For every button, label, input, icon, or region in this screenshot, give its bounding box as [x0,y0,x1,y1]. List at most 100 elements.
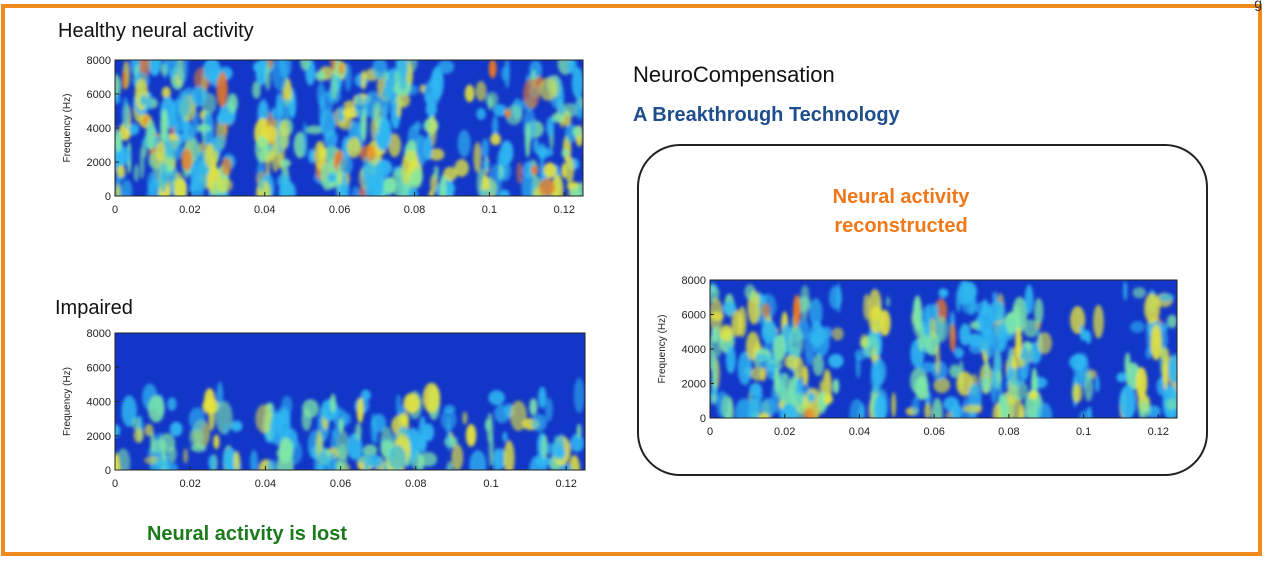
spectrogram-blob [280,159,290,167]
spectrogram-blob [979,306,994,337]
x-tick-label: 0.08 [405,478,426,490]
spectrogram-blob [168,445,176,462]
spectrogram-blob [317,82,325,106]
spectrogram-blob [458,130,471,157]
spectrogram-blob [357,397,364,423]
spectrogram-blob [807,392,815,402]
spectrogram-blob [738,306,747,337]
spectrogram-blob [338,63,343,75]
spectrogram-blob [1123,281,1127,300]
x-tick-label: 0.1 [1076,426,1091,438]
y-tick-label: 8000 [682,275,706,287]
spectrogram-blob [423,383,441,413]
spectrogram-blob [315,71,325,82]
spectrogram-blob [308,149,314,164]
spectrogram-blob [372,58,388,80]
y-axis-label: Frequency (Hz) [657,315,668,384]
spectrogram-blob [1007,346,1012,366]
spectrogram-blob [203,58,220,82]
spectrogram-blob [856,355,861,378]
spectrogram-blob [523,78,540,108]
spectrogram-blob [546,443,563,456]
spectrogram-blob [489,164,502,197]
spectrogram-blob [355,423,361,440]
spectrogram-blob [933,377,950,393]
spectrogram-blob [819,400,826,414]
spectrogram-blob [302,122,307,158]
spectrogram-blob [160,163,168,194]
spectrogram-blob [189,407,205,431]
x-tick-label: 0.1 [483,478,498,490]
spectrogram-blob [347,137,361,158]
x-tick-label: 0.02 [774,426,795,438]
spectrogram-blob [1087,407,1092,418]
spectrogram-blob [501,66,509,81]
spectrogram-blob [276,92,283,124]
spectrogram-blob [773,334,786,361]
spectrogram-blob [396,394,401,415]
spectrogram-blob [712,387,718,396]
spectrogram-blob [340,156,353,174]
spectrogram-blob [754,353,769,368]
spectrogram-blob [115,184,121,206]
spectrogram-blob [148,395,165,422]
spectrogram-blob [150,432,155,454]
spectrogram-blob [1130,321,1145,333]
spectrogram-blob [330,76,337,100]
spectrogram-blob [279,181,296,203]
spectrogram-blob [572,126,581,138]
x-tick-label: 0.06 [923,426,944,438]
spectrogram-blob [968,292,976,315]
x-tick-label: 0.04 [255,478,276,490]
y-axis-label: Frequency (Hz) [62,94,73,163]
spectrogram-blob [341,173,346,203]
spectrogram-blob [969,342,984,353]
spectrogram-blob [570,434,584,452]
y-tick-label: 6000 [87,362,111,374]
spectrogram-blob [703,285,719,301]
spectrogram-blob [1025,285,1034,314]
spectrogram-blob [1072,383,1082,402]
spectrogram-blob [1037,332,1052,354]
spectrogram-blob [726,346,736,374]
spectrogram-blob [320,110,336,138]
spectrogram-blob [339,418,344,433]
spectrogram-blob [482,174,489,201]
spectrogram-blob [891,392,896,417]
spectrogram-blob [1136,367,1147,398]
spectrogram-blob [476,81,487,101]
spectrogram-blob [1084,373,1093,401]
spectrogram-blob [539,178,555,196]
spectrogram-blob [344,413,351,425]
spectrogram-blob [469,450,486,480]
spectrogram-blob [361,390,371,401]
spectrogram-blob [440,175,447,206]
x-tick-label: 0.1 [482,204,497,216]
spectrogram-blob [720,325,733,342]
spectrogram-blob [1034,298,1043,325]
spectrogram-blob [868,306,884,333]
spectrogram-blob [546,117,554,137]
x-tick-label: 0.12 [554,204,575,216]
spectrogram-blob [1095,376,1099,392]
slide: g Healthy neural activity Impaired Neura… [0,0,1266,558]
spectrogram-blob [154,54,158,76]
spectrogram-blob [532,414,547,432]
spectrogram-blob [995,350,1000,373]
y-tick-label: 0 [700,413,706,425]
y-tick-label: 2000 [682,379,706,391]
spectrogram-blob [784,355,797,368]
spectrogram-blob [886,297,891,307]
spectrogram-blob [208,455,215,470]
spectrogram-blob [330,50,336,72]
spectrogram-blob [330,394,336,413]
x-tick-label: 0 [112,478,118,490]
spectrogram-blob [525,122,531,158]
spectrogram-blob [217,112,232,124]
spectrogram-blob [227,93,238,113]
x-tick-label: 0.04 [254,204,275,216]
spectrogram-blob [204,388,215,411]
spectrogram-blob [394,71,401,85]
spectrogram-blob [272,56,288,92]
x-tick-label: 0 [707,426,713,438]
